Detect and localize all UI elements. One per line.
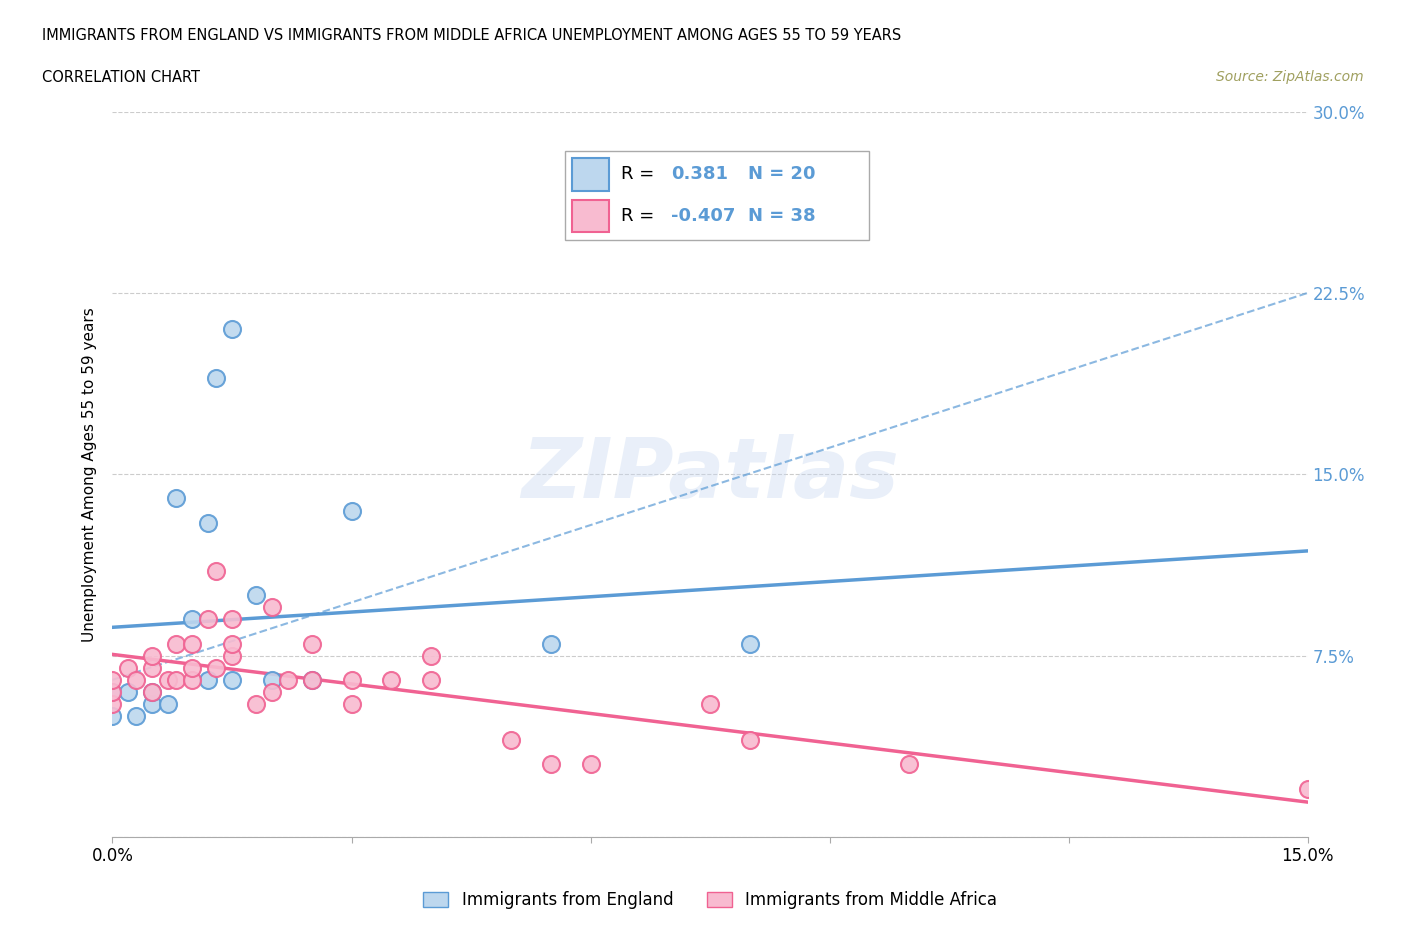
Text: N = 38: N = 38 [748,206,815,225]
Point [165,491,187,506]
Point [117,660,139,675]
Point [101,697,124,711]
Point [221,648,243,663]
Text: IMMIGRANTS FROM ENGLAND VS IMMIGRANTS FROM MIDDLE AFRICA UNEMPLOYMENT AMONG AGES: IMMIGRANTS FROM ENGLAND VS IMMIGRANTS FR… [42,28,901,43]
Point [101,684,124,699]
Point [181,672,204,687]
Text: N = 20: N = 20 [748,165,815,183]
Point [540,757,562,772]
Text: -0.407: -0.407 [671,206,735,225]
Y-axis label: Unemployment Among Ages 55 to 59 years: Unemployment Among Ages 55 to 59 years [82,307,97,642]
Point [260,672,283,687]
Point [205,660,228,675]
Text: 0.381: 0.381 [671,165,728,183]
Point [340,697,363,711]
Point [101,709,124,724]
Text: R =: R = [621,165,661,183]
Point [141,684,163,699]
FancyBboxPatch shape [572,158,609,191]
Point [165,636,187,651]
Point [221,612,243,627]
Point [141,697,163,711]
Point [301,672,323,687]
Point [141,648,163,663]
Point [125,672,148,687]
Point [101,672,124,687]
Text: Source: ZipAtlas.com: Source: ZipAtlas.com [1216,70,1364,84]
Point [301,636,323,651]
Text: CORRELATION CHART: CORRELATION CHART [42,70,200,85]
Point [221,322,243,337]
Text: ZIPatlas: ZIPatlas [522,433,898,515]
Point [197,612,219,627]
Point [1296,781,1319,796]
Point [579,757,602,772]
Point [277,672,299,687]
Point [260,600,283,615]
Point [260,684,283,699]
Point [181,660,204,675]
Point [197,515,219,530]
Point [205,564,228,578]
Point [205,370,228,385]
Point [221,672,243,687]
Point [157,697,180,711]
Point [141,660,163,675]
Point [181,636,204,651]
Point [117,684,139,699]
Point [165,672,187,687]
FancyBboxPatch shape [565,151,869,240]
Point [197,672,219,687]
Point [738,733,761,748]
Point [540,636,562,651]
Point [125,709,148,724]
Point [380,672,402,687]
Point [101,684,124,699]
Text: R =: R = [621,206,661,225]
Point [499,733,522,748]
Point [181,612,204,627]
Point [245,697,267,711]
Point [420,648,443,663]
Point [699,697,721,711]
Point [420,672,443,687]
Point [141,684,163,699]
Point [221,636,243,651]
Point [340,672,363,687]
Point [340,503,363,518]
Point [898,757,921,772]
Point [245,588,267,603]
Point [738,636,761,651]
FancyBboxPatch shape [572,200,609,232]
Point [301,672,323,687]
Point [157,672,180,687]
Legend: Immigrants from England, Immigrants from Middle Africa: Immigrants from England, Immigrants from… [416,884,1004,916]
